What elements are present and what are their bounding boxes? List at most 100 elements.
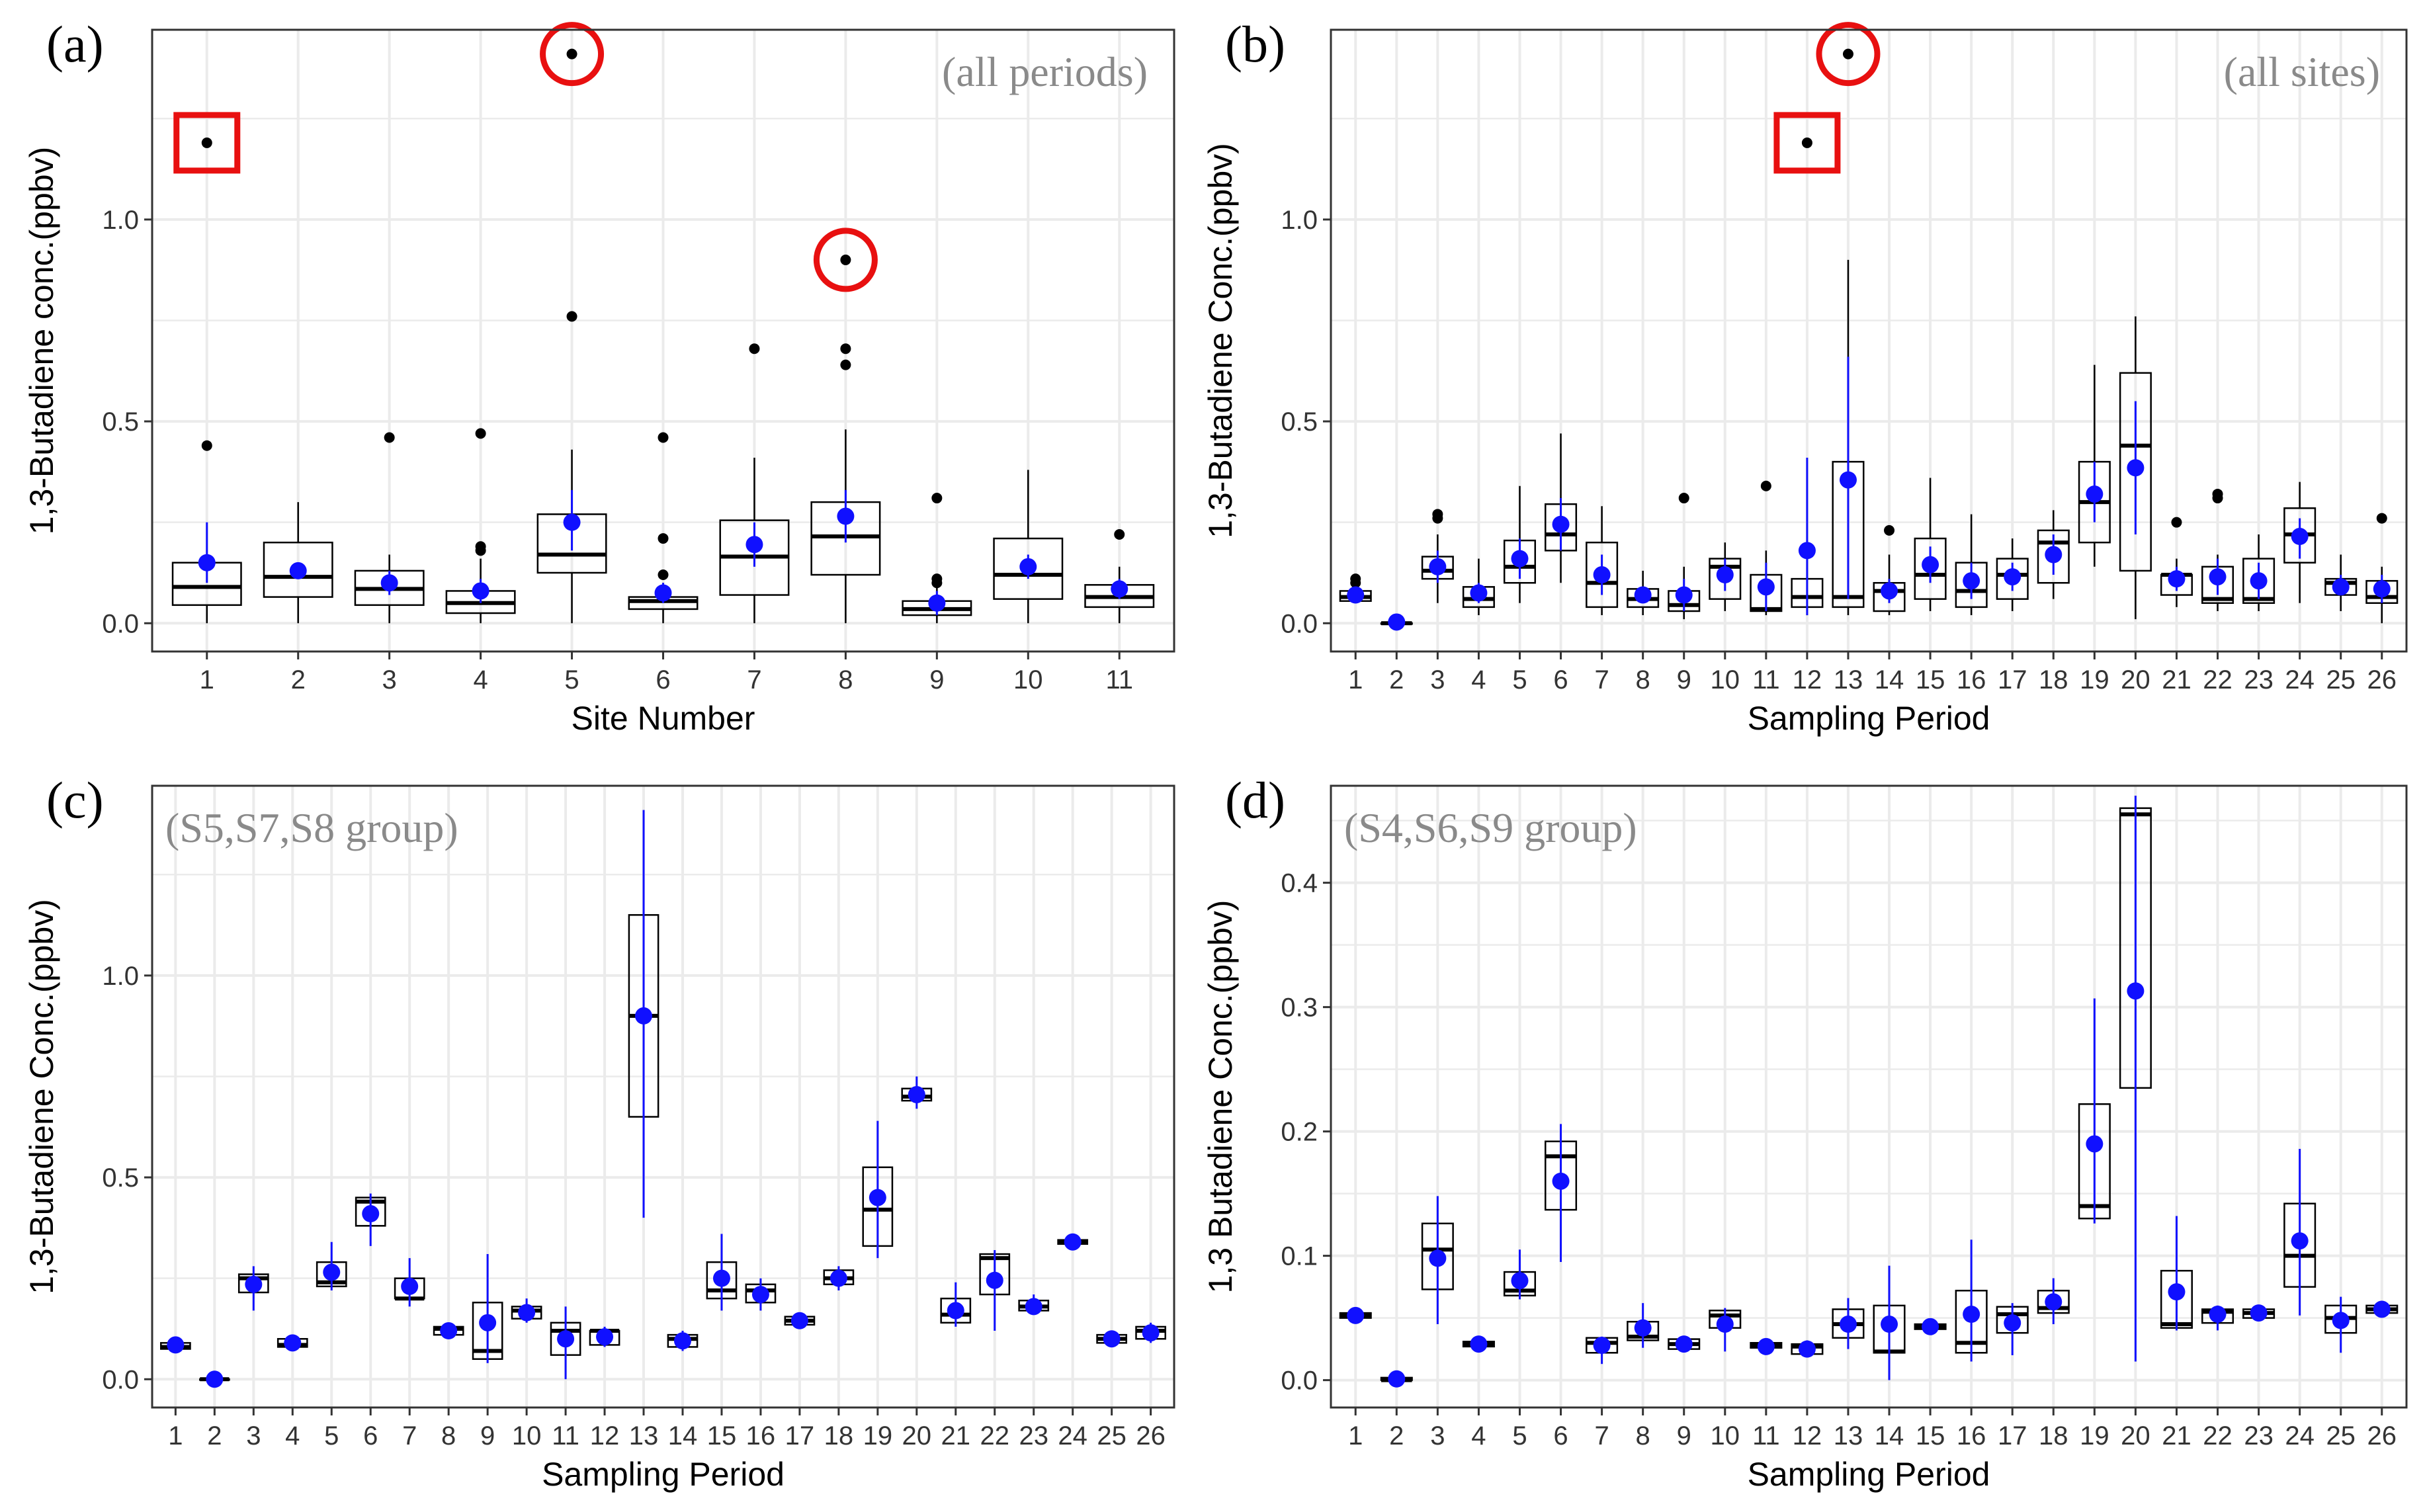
box-24 bbox=[1057, 1233, 1089, 1251]
mean-point bbox=[1922, 1318, 1939, 1335]
outlier-point bbox=[658, 569, 669, 581]
y-tick-label: 0.5 bbox=[1281, 407, 1318, 437]
box-10 bbox=[993, 470, 1064, 624]
mean-point bbox=[869, 1189, 886, 1206]
panel-label: (a) bbox=[46, 15, 104, 73]
outlier-point bbox=[201, 440, 212, 451]
mean-point bbox=[2045, 546, 2063, 564]
y-tick-label: 0.5 bbox=[102, 407, 139, 437]
box-1 bbox=[1339, 573, 1372, 604]
x-tick-label: 21 bbox=[2162, 1421, 2191, 1450]
x-tick-label: 17 bbox=[1998, 1421, 2027, 1450]
panel-annotation: (S5,S7,S8 group) bbox=[165, 804, 458, 851]
box-18 bbox=[2037, 1278, 2070, 1325]
box-12 bbox=[1791, 1340, 1824, 1358]
outlier-point bbox=[201, 137, 212, 148]
x-tick-label: 2 bbox=[207, 1421, 222, 1450]
x-tick-label: 11 bbox=[1752, 1421, 1780, 1450]
box-iqr bbox=[263, 541, 333, 598]
x-tick-label: 15 bbox=[1916, 1421, 1945, 1450]
x-tick-label: 18 bbox=[2039, 665, 2068, 694]
panel-border bbox=[151, 784, 1175, 1409]
mean-point bbox=[440, 1322, 458, 1340]
x-tick-label: 23 bbox=[2244, 665, 2274, 694]
mean-point bbox=[1552, 515, 1570, 533]
x-tick-label: 9 bbox=[1677, 665, 1691, 694]
x-tick-label: 21 bbox=[2162, 665, 2191, 694]
box-17 bbox=[784, 1312, 816, 1329]
mean-point bbox=[2250, 572, 2268, 590]
panel-annotation: (S4,S6,S9 group) bbox=[1344, 804, 1637, 851]
outlier-point bbox=[931, 493, 943, 504]
mean-point bbox=[1757, 1337, 1775, 1355]
x-tick-label: 21 bbox=[941, 1421, 971, 1450]
mean-point bbox=[654, 584, 672, 602]
box-1 bbox=[1339, 1306, 1372, 1324]
box-22 bbox=[979, 1249, 1011, 1331]
mean-point bbox=[1716, 566, 1734, 584]
x-tick-label: 11 bbox=[552, 1421, 579, 1450]
mean-point bbox=[1963, 1306, 1980, 1323]
x-tick-label: 10 bbox=[512, 1421, 542, 1450]
box-5 bbox=[1503, 1249, 1537, 1300]
y-axis-title: 1,3-Butadiene conc.(ppbv) bbox=[23, 147, 60, 534]
panel-b: 0.00.51.01 2 3 4 5 6 7 8 9 10 11 12 13 14 15 16 17 18 19 20… bbox=[1202, 15, 2408, 737]
outlier-point bbox=[384, 432, 395, 443]
mean-point bbox=[1757, 578, 1775, 596]
panel-border bbox=[1330, 784, 2408, 1409]
box-3 bbox=[354, 432, 425, 624]
mean-point bbox=[2168, 570, 2186, 588]
mean-point bbox=[712, 1269, 730, 1287]
highlight-circle bbox=[1816, 22, 1881, 87]
mean-point bbox=[1025, 1298, 1042, 1316]
mean-point bbox=[2086, 1135, 2104, 1153]
box-13 bbox=[628, 810, 659, 1218]
plot-area bbox=[1331, 30, 2406, 651]
mean-point bbox=[1798, 542, 1816, 560]
box-10 bbox=[1709, 1308, 1742, 1352]
mean-point bbox=[245, 1275, 263, 1293]
box-25 bbox=[1096, 1330, 1128, 1348]
outlier-point bbox=[840, 343, 851, 355]
box-23 bbox=[2242, 1304, 2276, 1322]
mean-point bbox=[837, 507, 855, 525]
x-tick-label: 1 bbox=[1348, 665, 1363, 694]
x-tick-label: 22 bbox=[980, 1421, 1009, 1450]
box-23 bbox=[1018, 1294, 1050, 1316]
x-tick-label: 8 bbox=[441, 1421, 456, 1450]
outlier-point bbox=[2376, 513, 2387, 524]
plot-area bbox=[152, 786, 1174, 1407]
mean-point bbox=[563, 513, 581, 531]
box-5 bbox=[1503, 485, 1537, 603]
mean-point bbox=[1064, 1233, 1082, 1251]
mean-point bbox=[745, 536, 763, 554]
highlight-circle bbox=[540, 22, 605, 87]
highlight-circle bbox=[813, 228, 878, 292]
mean-point bbox=[1881, 1316, 1898, 1333]
x-tick-label: 4 bbox=[285, 1421, 300, 1450]
x-tick-label: 25 bbox=[2326, 1421, 2356, 1450]
box-21 bbox=[940, 1282, 972, 1327]
box-6 bbox=[628, 432, 699, 624]
box-26 bbox=[1135, 1322, 1166, 1343]
box-18 bbox=[2037, 510, 2070, 599]
mean-point bbox=[1593, 1337, 1611, 1354]
box-16 bbox=[745, 1278, 777, 1311]
mean-point bbox=[2004, 568, 2021, 586]
mean-point bbox=[2250, 1304, 2268, 1322]
box-8 bbox=[1627, 570, 1660, 616]
mean-point bbox=[1111, 580, 1128, 598]
x-tick-label: 3 bbox=[246, 1421, 261, 1450]
box-19 bbox=[862, 1120, 894, 1259]
box-25 bbox=[2324, 1296, 2358, 1353]
outlier-point bbox=[566, 48, 577, 60]
outlier-point bbox=[1842, 48, 1853, 60]
outlier-point bbox=[1884, 525, 1895, 536]
y-tick-label: 0.5 bbox=[102, 1163, 139, 1193]
y-tick-label: 0.2 bbox=[1281, 1118, 1318, 1147]
mean-point bbox=[1839, 1316, 1857, 1333]
x-tick-label: 6 bbox=[1553, 1421, 1568, 1450]
outlier-point bbox=[749, 343, 760, 355]
outlier-point bbox=[1114, 528, 1125, 540]
x-tick-label: 25 bbox=[2326, 665, 2356, 694]
